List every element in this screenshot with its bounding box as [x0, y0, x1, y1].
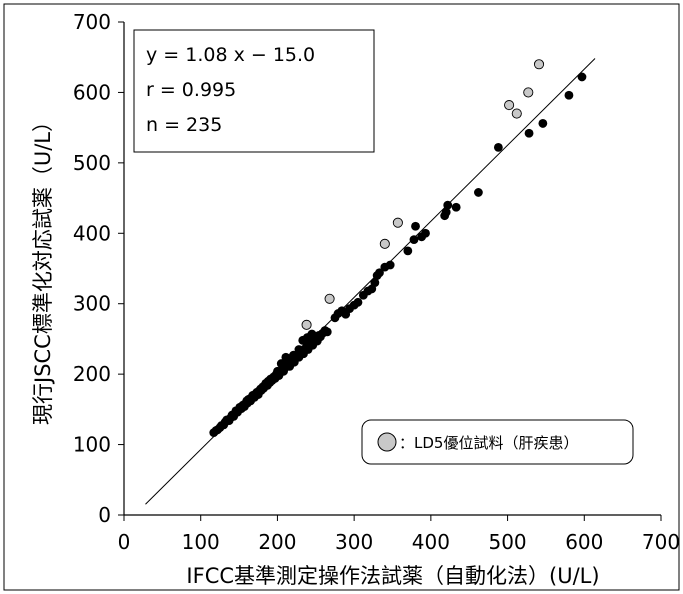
point: [451, 202, 461, 212]
data-points: [209, 59, 587, 437]
legend-marker-gray: [377, 432, 397, 452]
point: [409, 235, 419, 245]
point: [370, 278, 380, 287]
x-tick-label: 300: [335, 530, 373, 554]
y-tick-label: 200: [73, 362, 111, 386]
correlation-coefficient: r = 0.995: [146, 79, 236, 101]
x-tick-label: 100: [182, 530, 220, 554]
stats-box: y = 1.08 x − 15.0 r = 0.995 n = 235: [133, 29, 375, 153]
point: [421, 228, 430, 238]
legend-label: ：LD5優位試料（肝疾患）: [399, 434, 578, 452]
x-tick-label: 500: [488, 530, 526, 554]
point: [385, 260, 395, 270]
y-tick-label: 0: [98, 503, 111, 527]
point: [474, 188, 483, 197]
point: [273, 366, 282, 376]
point: [353, 297, 363, 307]
point: [411, 221, 420, 231]
point: [375, 268, 384, 278]
point-ld5: [301, 319, 312, 330]
y-tick-label: 400: [73, 221, 111, 245]
point: [443, 200, 453, 210]
y-tick-label: 600: [73, 80, 111, 104]
y-tick-label: 700: [73, 10, 111, 34]
regression-equation: y = 1.08 x − 15.0: [146, 44, 315, 66]
x-tick-label: 600: [565, 530, 603, 554]
x-axis-label: IFCC基準測定操作法試薬（自動化法）(U/L): [186, 564, 599, 588]
point-ld5: [533, 59, 545, 70]
y-tick-label: 300: [73, 292, 111, 316]
point: [403, 246, 413, 256]
point-ld5: [324, 293, 335, 304]
point: [524, 128, 534, 138]
point: [294, 345, 304, 354]
point: [289, 350, 298, 360]
y-tick-label: 500: [73, 151, 111, 175]
point-ld5: [504, 100, 515, 111]
y-tick-label: 100: [73, 433, 111, 457]
point-ld5: [511, 108, 522, 119]
stats-box-frame: [133, 29, 375, 153]
legend-frame: [361, 419, 634, 465]
point-ld5: [392, 217, 403, 228]
point: [307, 329, 317, 339]
sample-count: n = 235: [146, 114, 222, 136]
x-tick-label: 200: [258, 530, 296, 554]
y-axis-label: 現行JSCC標準化対応試薬（U/L）: [31, 111, 55, 425]
point: [564, 90, 574, 100]
point: [441, 207, 451, 217]
chart-border: [3, 3, 680, 591]
x-tick-label: 700: [642, 530, 680, 554]
x-tick-label: 400: [412, 530, 450, 554]
x-tick-label: 0: [118, 530, 131, 554]
tick-labels: 0 100 200 300 400 500 600 700 0 100 200 300 400 500 60…: [73, 10, 680, 554]
point-ld5: [379, 238, 390, 249]
point-ld5: [523, 87, 534, 98]
legend: ：LD5優位試料（肝疾患）: [361, 419, 634, 465]
point: [493, 142, 503, 152]
point: [276, 359, 286, 368]
point: [538, 119, 548, 128]
point: [577, 72, 587, 82]
axis-ticks: [118, 21, 662, 521]
point: [322, 327, 332, 337]
